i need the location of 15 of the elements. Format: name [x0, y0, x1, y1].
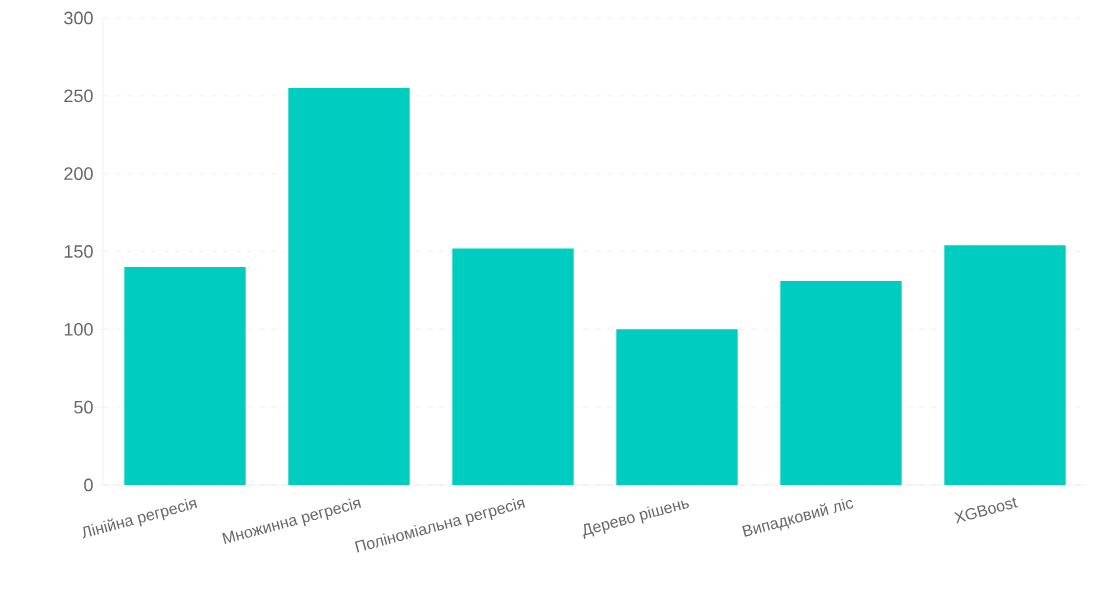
bar [124, 267, 246, 485]
bar [452, 248, 574, 485]
y-tick-label: 250 [64, 89, 93, 103]
bar [944, 245, 1066, 485]
bar [288, 88, 410, 485]
y-tick-label: 300 [64, 11, 93, 25]
x-tick-label: XGBoost [953, 497, 1018, 524]
bar [780, 281, 902, 485]
y-tick-label: 150 [64, 245, 93, 258]
y-tick-label: 200 [64, 167, 93, 181]
y-tick-label: 0 [84, 478, 93, 492]
y-tick-label: 50 [74, 400, 93, 414]
y-tick-label: 100 [64, 322, 93, 336]
bar [616, 329, 738, 485]
x-tick-label: Дерево рішень [583, 500, 689, 539]
